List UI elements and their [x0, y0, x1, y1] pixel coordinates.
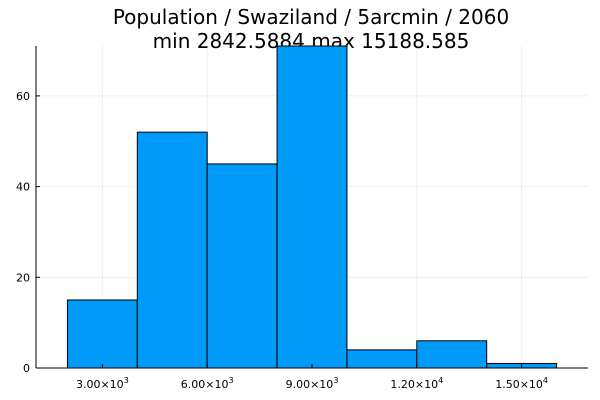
- histogram-bar-0: [66, 299, 138, 369]
- histogram-bar-4: [346, 349, 418, 369]
- x-tick-label-4: 1.50×104: [495, 376, 548, 391]
- x-tick-label-1: 6.00×103: [181, 376, 234, 391]
- histogram-bar-2: [206, 163, 278, 369]
- tick-labels: 3.00×103 6.00×103 9.00×103 1.20×104 1.50×104…: [16, 90, 548, 391]
- x-tick-label-0: 3.00×103: [76, 376, 129, 391]
- axes: [35, 46, 588, 369]
- histogram-bar-3: [276, 45, 348, 369]
- histogram-bar-5: [416, 340, 488, 369]
- y-tick-label-3: 60: [16, 90, 30, 103]
- y-tick-label-0: 0: [23, 362, 30, 375]
- y-tick-label-2: 40: [16, 181, 30, 194]
- x-tick-label-3: 1.20×104: [390, 376, 443, 391]
- x-tick-label-2: 9.00×103: [286, 376, 339, 391]
- y-tick-label-1: 20: [16, 271, 30, 284]
- histogram-bar-1: [136, 131, 208, 369]
- chart-title-line1: Population / Swaziland / 5arcmin / 2060: [113, 5, 509, 29]
- bars: [66, 45, 558, 369]
